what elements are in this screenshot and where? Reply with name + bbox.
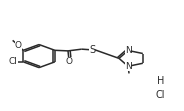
Text: S: S [89,45,95,55]
Text: O: O [66,57,72,66]
Text: O: O [15,41,22,50]
Text: Cl: Cl [156,90,165,100]
Text: N: N [125,62,132,71]
Text: Cl: Cl [9,57,18,66]
Text: H: H [157,76,164,86]
Text: N: N [125,46,132,55]
